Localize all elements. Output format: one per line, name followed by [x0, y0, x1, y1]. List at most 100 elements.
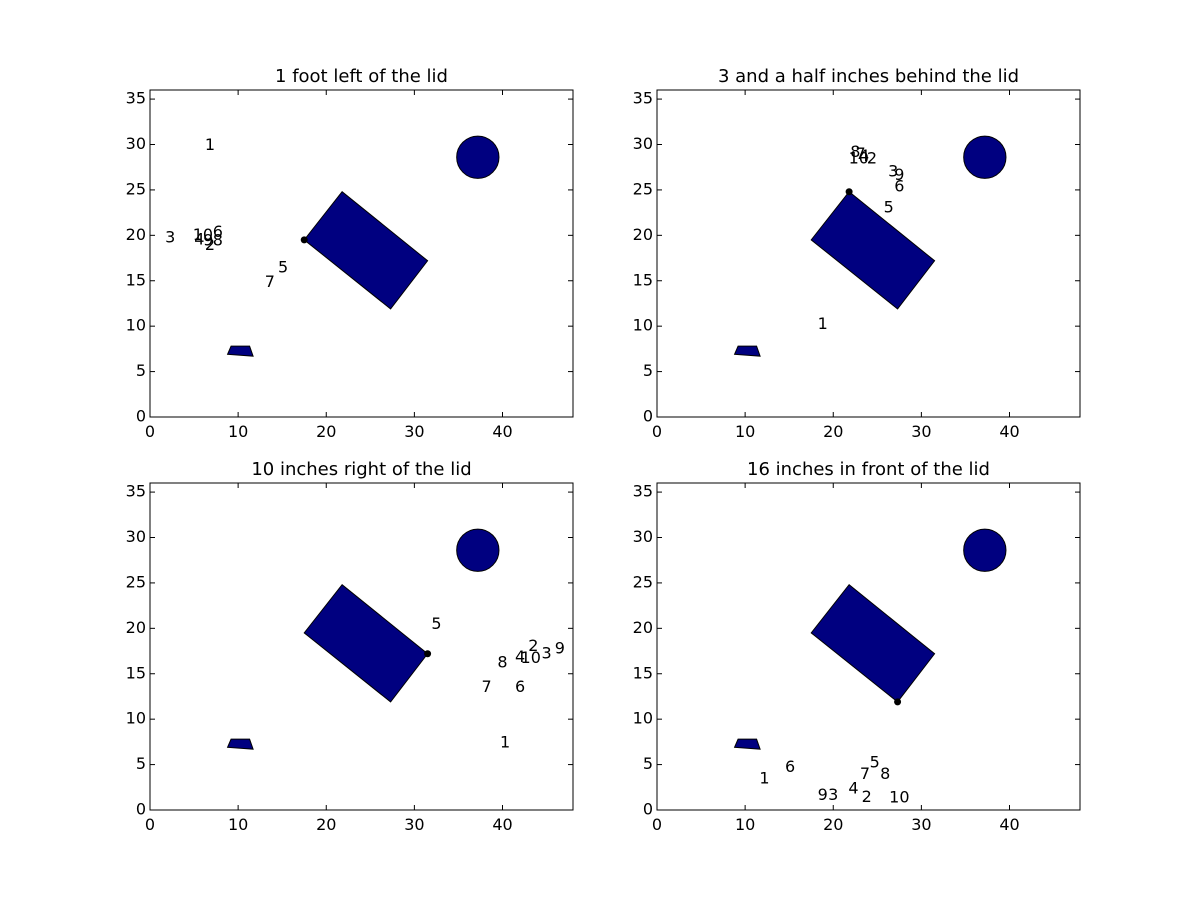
point-label: 4 [194, 229, 204, 248]
point-label: 3 [541, 643, 551, 662]
y-tick-label: 20 [633, 225, 653, 244]
y-tick-label: 5 [643, 754, 653, 773]
x-tick-label: 0 [652, 815, 662, 834]
x-tick-label: 20 [316, 422, 336, 441]
point-label: 4 [515, 647, 525, 666]
point-label: 8 [880, 764, 890, 783]
point-label: 3 [828, 785, 838, 804]
y-tick-label: 0 [643, 407, 653, 426]
point-label: 8 [213, 230, 223, 249]
x-tick-label: 20 [823, 422, 843, 441]
y-tick-label: 10 [126, 316, 146, 335]
x-tick-label: 40 [492, 815, 512, 834]
point-label: 1 [500, 732, 510, 751]
y-tick-label: 20 [126, 225, 146, 244]
point-label: 4 [848, 779, 858, 798]
point-label: 1 [205, 135, 215, 154]
lid-rectangle-shape [810, 584, 936, 703]
point-label: 5 [431, 614, 441, 633]
lid-rectangle-shape [303, 191, 429, 310]
x-tick-label: 10 [228, 815, 248, 834]
y-tick-label: 30 [633, 134, 653, 153]
x-tick-label: 30 [911, 422, 931, 441]
x-tick-label: 30 [911, 815, 931, 834]
x-tick-label: 40 [492, 422, 512, 441]
x-tick-label: 0 [145, 815, 155, 834]
chart-title: 3 and a half inches behind the lid [718, 66, 1019, 87]
y-tick-label: 25 [126, 572, 146, 591]
y-tick-label: 15 [633, 663, 653, 682]
y-tick-label: 15 [126, 270, 146, 289]
y-tick-label: 35 [633, 89, 653, 108]
y-tick-label: 20 [126, 618, 146, 637]
chart-title: 16 inches in front of the lid [747, 459, 990, 480]
y-tick-label: 0 [136, 800, 146, 819]
reference-point-marker [424, 650, 432, 658]
x-tick-label: 0 [652, 422, 662, 441]
lid-rectangle-shape [810, 191, 936, 310]
point-label: 7 [482, 677, 492, 696]
circle-shape [456, 135, 500, 179]
point-label: 7 [265, 272, 275, 291]
trapezoid-shape [226, 345, 254, 357]
y-tick-label: 35 [126, 482, 146, 501]
y-tick-label: 35 [126, 89, 146, 108]
point-label: 8 [497, 652, 507, 671]
y-tick-label: 25 [126, 179, 146, 198]
y-tick-label: 5 [136, 361, 146, 380]
trapezoid-shape [733, 345, 761, 357]
reference-point-marker [845, 188, 853, 196]
point-label: 8 [850, 142, 860, 161]
point-label: 10 [193, 225, 213, 244]
x-tick-label: 10 [735, 815, 755, 834]
point-label: 9 [203, 230, 213, 249]
point-label: 1 [818, 314, 828, 333]
point-label: 9 [555, 639, 565, 658]
chart-title: 10 inches right of the lid [251, 459, 471, 480]
point-label: 5 [870, 752, 880, 771]
circle-shape [963, 135, 1007, 179]
point-label: 2 [528, 636, 538, 655]
reference-point-marker [894, 698, 902, 706]
point-label: 9 [818, 785, 828, 804]
x-tick-label: 10 [228, 422, 248, 441]
y-tick-label: 30 [633, 527, 653, 546]
point-label: 7 [860, 764, 870, 783]
point-label: 7 [855, 144, 865, 163]
x-tick-label: 10 [735, 422, 755, 441]
point-label: 10 [849, 149, 869, 168]
point-label: 5 [884, 198, 894, 217]
y-tick-label: 5 [136, 754, 146, 773]
y-tick-label: 15 [633, 270, 653, 289]
y-tick-label: 35 [633, 482, 653, 501]
trapezoid-shape [733, 738, 761, 750]
y-tick-label: 25 [633, 179, 653, 198]
circle-shape [963, 528, 1007, 572]
reference-point-marker [300, 236, 308, 244]
point-label: 6 [785, 757, 795, 776]
y-tick-label: 15 [126, 663, 146, 682]
point-label: 4 [859, 146, 869, 165]
chart-title: 1 foot left of the lid [275, 66, 448, 87]
y-tick-label: 30 [126, 527, 146, 546]
x-tick-label: 30 [404, 815, 424, 834]
point-label: 10 [889, 788, 909, 807]
x-tick-label: 20 [823, 815, 843, 834]
trapezoid-shape [226, 738, 254, 750]
point-label: 3 [165, 228, 175, 247]
x-tick-label: 40 [999, 815, 1019, 834]
y-tick-label: 10 [633, 709, 653, 728]
point-label: 2 [205, 235, 215, 254]
y-tick-label: 30 [126, 134, 146, 153]
point-label: 9 [894, 165, 904, 184]
y-tick-label: 10 [126, 709, 146, 728]
subplot-top-right: 3 and a half inches behind the lid 87410… [633, 66, 1081, 441]
y-tick-label: 5 [643, 361, 653, 380]
circle-shape [456, 528, 500, 572]
y-tick-label: 25 [633, 572, 653, 591]
point-label: 6 [515, 677, 525, 696]
